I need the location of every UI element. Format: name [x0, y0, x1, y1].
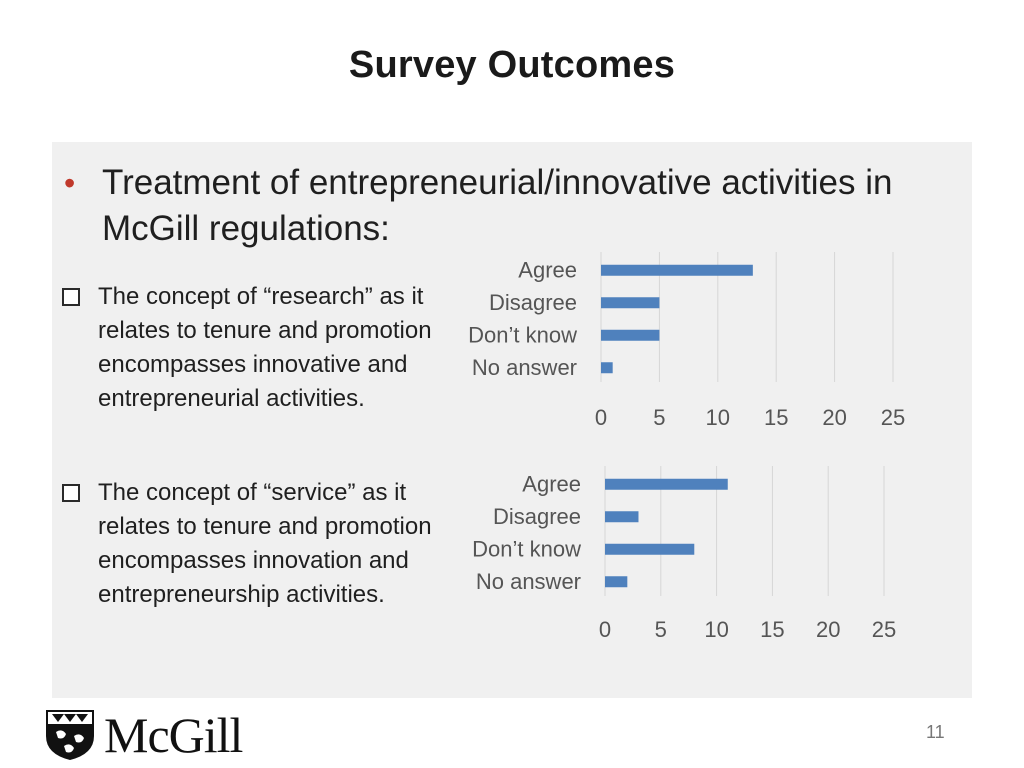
sub-bullet-research: The concept of “research” as it relates …	[62, 280, 442, 416]
x-tick-label: 25	[881, 405, 905, 430]
x-tick-label: 25	[872, 617, 896, 642]
bar-disagree	[605, 511, 639, 523]
category-label: No answer	[472, 355, 577, 380]
main-bullet: • Treatment of entrepreneurial/innovativ…	[60, 160, 960, 252]
category-label: Don’t know	[468, 322, 577, 347]
bar-no-answer	[601, 362, 613, 374]
page-number: 11	[926, 722, 945, 742]
sub-bullet-research-text: The concept of “research” as it relates …	[98, 283, 432, 412]
x-tick-label: 5	[655, 617, 667, 642]
x-tick-label: 0	[595, 405, 607, 430]
category-label: No answer	[476, 569, 581, 594]
x-tick-label: 10	[706, 405, 730, 430]
chart-service: Agree Disagree Don’t know No answer 0 5 10 15 20…	[400, 464, 940, 654]
bar-don-t-know	[601, 329, 660, 341]
main-bullet-text: Treatment of entrepreneurial/innovative …	[102, 163, 893, 248]
bar-agree	[605, 478, 728, 490]
x-tick-label: 5	[653, 405, 665, 430]
logo-wordmark: McGill	[104, 707, 243, 763]
slide-title: Survey Outcomes	[348, 44, 676, 86]
category-label: Disagree	[493, 504, 581, 529]
chart-research: Agree Disagree Don’t know No answer 0 5 10 15 20…	[400, 250, 940, 440]
x-tick-label: 15	[764, 405, 788, 430]
x-tick-label: 20	[816, 617, 840, 642]
crest-icon	[46, 710, 94, 760]
checkbox-bullet-icon	[62, 484, 80, 502]
x-tick-label: 0	[599, 617, 611, 642]
bar-agree	[601, 264, 753, 276]
category-label: Don’t know	[472, 536, 581, 561]
sub-bullet-service: The concept of “service” as it relates t…	[62, 476, 442, 612]
category-label: Agree	[518, 257, 577, 282]
content-panel: • Treatment of entrepreneurial/innovativ…	[52, 142, 972, 698]
x-tick-label: 15	[760, 617, 784, 642]
bar-disagree	[601, 297, 660, 309]
chart-research-svg: Agree Disagree Don’t know No answer 0 5 10 15 20…	[468, 252, 905, 430]
checkbox-bullet-icon	[62, 288, 80, 306]
chart-service-svg: Agree Disagree Don’t know No answer 0 5 10 15 20…	[472, 466, 896, 642]
sub-bullet-service-text: The concept of “service” as it relates t…	[98, 479, 432, 608]
x-tick-label: 10	[704, 617, 728, 642]
category-label: Agree	[522, 471, 581, 496]
bullet-dot-icon: •	[64, 165, 76, 201]
mcgill-logo: McGill	[42, 706, 282, 763]
x-tick-label: 20	[822, 405, 846, 430]
bar-don-t-know	[605, 543, 695, 555]
category-label: Disagree	[489, 290, 577, 315]
bar-no-answer	[605, 576, 628, 588]
